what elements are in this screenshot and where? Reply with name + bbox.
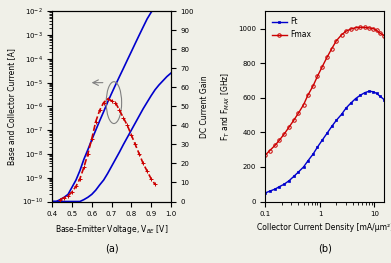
Fmax — [277, 139, 282, 142]
Line: Fmax: Fmax — [264, 26, 386, 156]
Fmax — [377, 31, 382, 34]
Ft — [277, 185, 282, 188]
Y-axis label: Base and Collector Current [A]: Base and Collector Current [A] — [7, 48, 16, 165]
X-axis label: Base-Emitter Voltage, V$_{BE}$ [V]: Base-Emitter Voltage, V$_{BE}$ [V] — [55, 223, 168, 236]
Ft — [311, 152, 316, 155]
Ft — [344, 107, 348, 110]
Fmax — [382, 34, 386, 37]
Ft — [358, 94, 363, 97]
Fmax — [301, 103, 306, 106]
Fmax — [296, 112, 301, 115]
Fmax — [353, 26, 358, 29]
Y-axis label: DC Current Gain: DC Current Gain — [199, 75, 209, 138]
X-axis label: Collector Current Density [mA/μm²]: Collector Current Density [mA/μm²] — [257, 223, 391, 232]
Ft — [349, 102, 353, 105]
Fmax — [282, 133, 287, 136]
Ft — [287, 179, 291, 182]
Ft — [315, 145, 320, 149]
Fmax — [287, 126, 291, 129]
Fmax — [334, 39, 339, 42]
Ft — [263, 191, 268, 194]
Text: (b): (b) — [318, 243, 332, 253]
Ft — [320, 139, 325, 142]
Ft — [353, 97, 358, 100]
Fmax — [344, 30, 348, 33]
Fmax — [315, 75, 320, 78]
Fmax — [367, 26, 371, 29]
Ft — [382, 98, 386, 101]
Ft — [291, 175, 296, 178]
Fmax — [374, 29, 379, 32]
Ft — [273, 188, 278, 191]
Fmax — [371, 27, 376, 30]
Ft — [301, 165, 306, 169]
Legend: Ft, Fmax: Ft, Fmax — [269, 15, 313, 42]
Ft — [374, 92, 379, 95]
Fmax — [325, 55, 330, 59]
Fmax — [267, 149, 272, 152]
Ft — [296, 170, 301, 174]
Fmax — [263, 153, 268, 156]
Ft — [377, 94, 382, 98]
Fmax — [339, 33, 344, 36]
Ft — [325, 132, 330, 135]
Fmax — [273, 144, 278, 147]
Ft — [282, 183, 287, 186]
Ft — [330, 125, 334, 128]
Y-axis label: F$_T$ and F$_{MAX}$ [GHz]: F$_T$ and F$_{MAX}$ [GHz] — [220, 72, 232, 141]
Fmax — [349, 27, 353, 31]
Fmax — [320, 65, 325, 68]
Ft — [362, 91, 367, 94]
Ft — [339, 113, 344, 116]
Fmax — [305, 94, 310, 97]
Line: Ft: Ft — [264, 90, 386, 194]
Ft — [267, 190, 272, 193]
Fmax — [362, 26, 367, 29]
Fmax — [330, 47, 334, 50]
Fmax — [311, 84, 316, 87]
Ft — [334, 119, 339, 122]
Ft — [371, 90, 376, 93]
Fmax — [358, 26, 363, 29]
Ft — [305, 159, 310, 163]
Text: (a): (a) — [105, 243, 118, 253]
Fmax — [291, 119, 296, 122]
Ft — [367, 90, 371, 93]
